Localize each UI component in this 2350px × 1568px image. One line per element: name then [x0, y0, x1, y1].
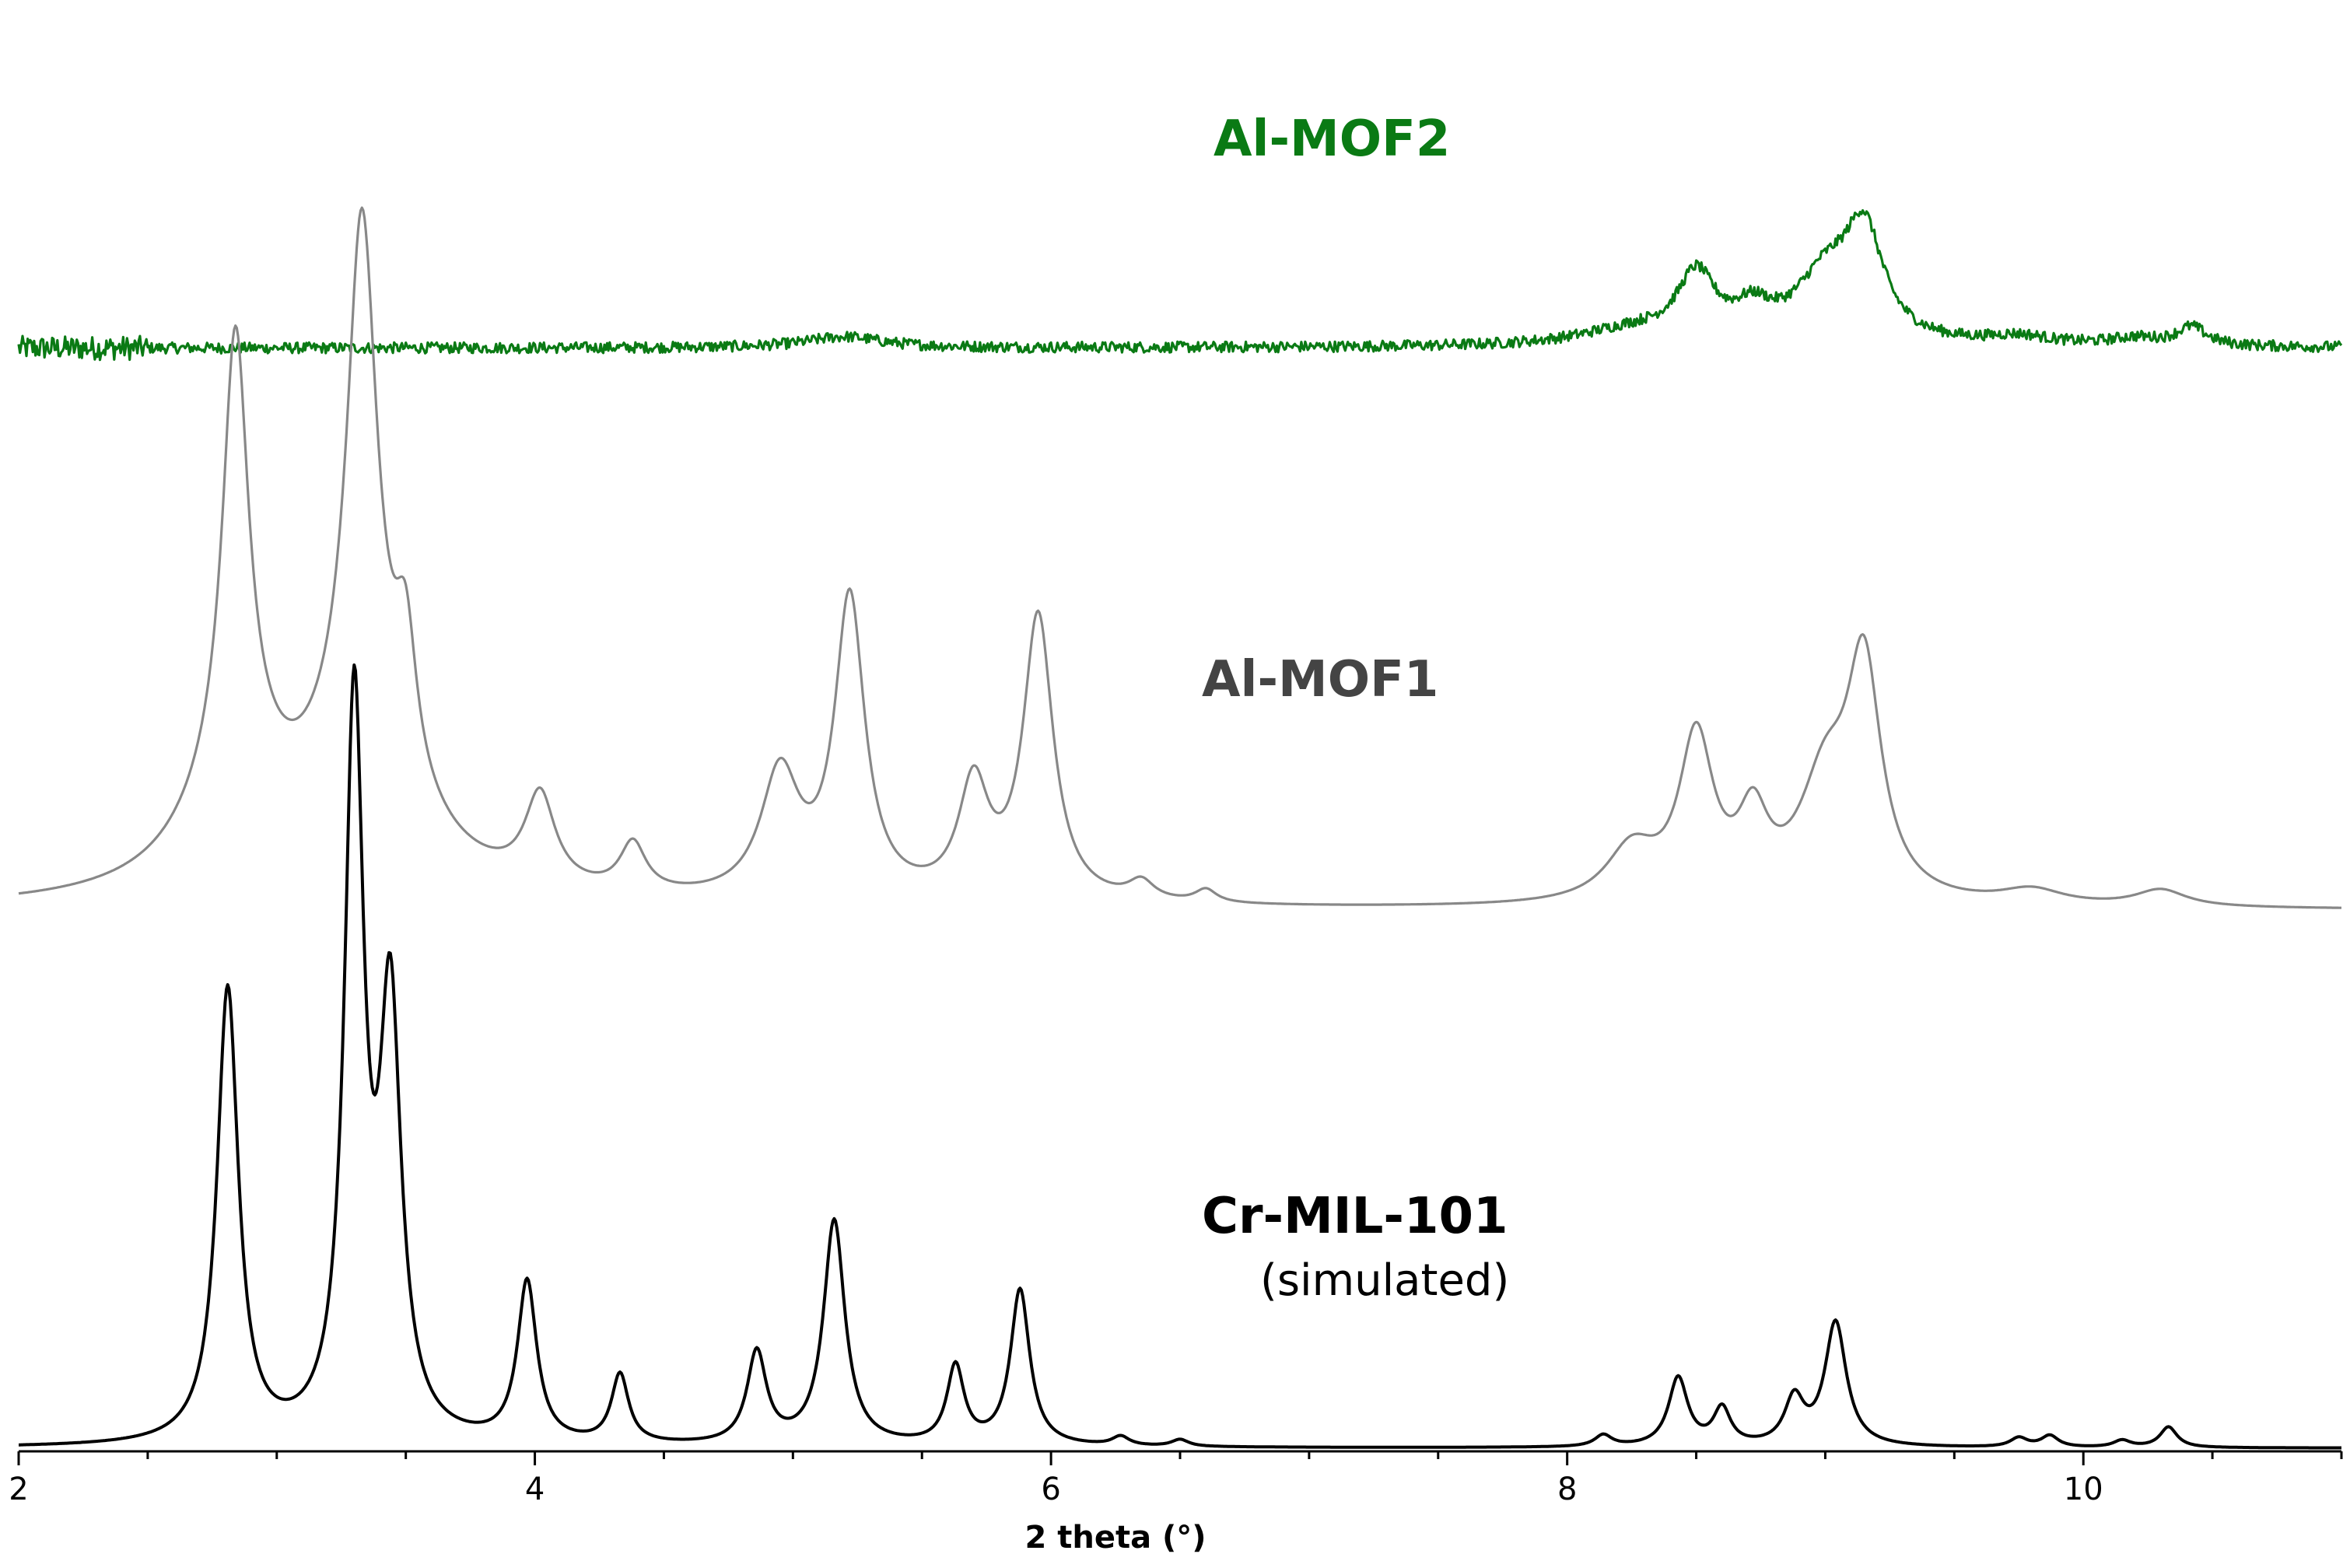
series-line-al-mof1 [18, 206, 2341, 909]
series-line-al-mof2 [17, 208, 2343, 362]
x-tick-label: 8 [1557, 1472, 1577, 1507]
x-axis-ticks: 2 4 6 8 10 [9, 1451, 2343, 1507]
series-label-al-mof1: Al-MOF1 [1202, 651, 1438, 709]
series-line-cr-mil-101 [18, 663, 2342, 1450]
series-label-cr-mil-101: Cr-MIL-101 [1202, 1188, 1508, 1245]
x-axis-title: 2 theta (°) [1025, 1520, 1207, 1556]
series-label-al-mof2: Al-MOF2 [1214, 110, 1450, 168]
x-tick-label: 10 [2064, 1472, 2103, 1507]
series-sublabel-simulated: (simulated) [1260, 1255, 1509, 1306]
series-layer [17, 206, 2343, 1450]
x-tick-label: 2 [9, 1472, 28, 1507]
x-tick-label: 6 [1041, 1472, 1060, 1507]
x-tick-label: 4 [525, 1472, 545, 1507]
